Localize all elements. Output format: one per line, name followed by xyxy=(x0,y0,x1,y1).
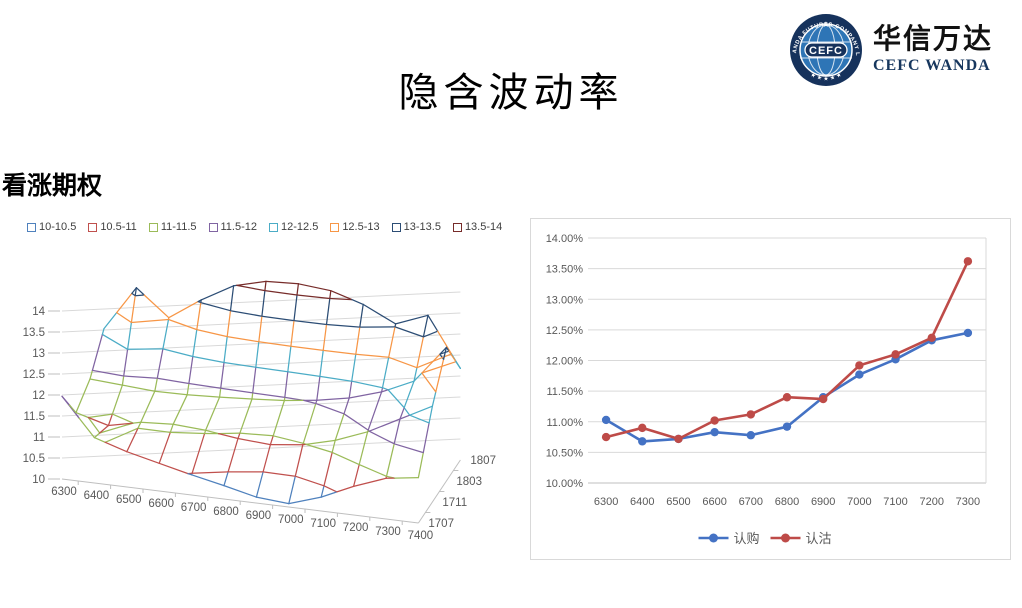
surface-axes: 10 10.5 11 11.5 12 12.5 13 13.5 14 6300 6400 6500 66… xyxy=(23,306,496,542)
svg-text:7000: 7000 xyxy=(278,514,304,526)
page-title: 隐含波动率 xyxy=(398,70,624,115)
surface-chart-legend: 10-10.5 10.5-11 11-11.5 11.5-12 12-12.5 12.5-… xyxy=(27,221,502,233)
svg-text:6500: 6500 xyxy=(116,494,142,506)
svg-text:★: ★ xyxy=(822,20,829,29)
line-series-认购 xyxy=(601,328,973,446)
svg-text:6800: 6800 xyxy=(775,496,799,508)
svg-text:7000: 7000 xyxy=(847,496,871,508)
svg-text:7300: 7300 xyxy=(375,526,401,538)
legend-label: 11.5-12 xyxy=(220,221,258,233)
svg-text:7200: 7200 xyxy=(919,496,943,508)
svg-text:★ ★ ★ ★ ★: ★ ★ ★ ★ ★ xyxy=(809,71,843,82)
svg-text:1707: 1707 xyxy=(428,518,454,530)
svg-text:13.00%: 13.00% xyxy=(546,294,584,306)
svg-text:11.50%: 11.50% xyxy=(547,386,584,398)
logo-company-name-cn: 华信万达 xyxy=(873,23,994,55)
line-chart-container: 10.00% 10.50% 11.00% 11.50% 12.00% 12.50% 13.0… xyxy=(530,218,1011,560)
svg-text:13.5: 13.5 xyxy=(23,327,45,339)
line-chart-gridlines xyxy=(588,237,987,484)
surface-legend-item: 12-12.5 xyxy=(269,221,318,233)
legend-swatch xyxy=(27,222,36,232)
svg-text:13.50%: 13.50% xyxy=(546,264,584,276)
surface-legend-item: 11-11.5 xyxy=(148,221,197,233)
svg-text:7200: 7200 xyxy=(343,522,369,534)
legend-label: 10-10.5 xyxy=(39,221,77,233)
surface-mesh xyxy=(61,280,462,505)
svg-text:6700: 6700 xyxy=(739,496,763,508)
svg-text:认沽: 认沽 xyxy=(806,531,832,546)
svg-text:11.5: 11.5 xyxy=(23,411,45,423)
svg-text:14: 14 xyxy=(32,306,45,318)
logo: CEFC WANDA FUTURES COMPANY LIMITED★ ★ ★ … xyxy=(788,12,993,88)
svg-text:14.00%: 14.00% xyxy=(546,233,584,245)
legend-label: 11-11.5 xyxy=(160,221,197,233)
svg-text:6300: 6300 xyxy=(51,486,77,498)
svg-text:7100: 7100 xyxy=(310,518,336,530)
svg-text:6900: 6900 xyxy=(811,496,835,508)
legend-swatch xyxy=(208,222,218,232)
surface-chart: 10 10.5 11 11.5 12 12.5 13 13.5 14 6300 6400 6500 66… xyxy=(23,280,496,542)
svg-text:6900: 6900 xyxy=(246,510,272,522)
svg-text:13: 13 xyxy=(32,348,45,360)
legend-swatch xyxy=(269,222,278,232)
line-chart-axes: 10.00% 10.50% 11.00% 11.50% 12.00% 12.50% 13.0… xyxy=(546,233,980,508)
svg-text:1807: 1807 xyxy=(470,455,496,467)
legend-swatch xyxy=(452,222,462,232)
svg-text:6700: 6700 xyxy=(181,502,207,514)
svg-text:6300: 6300 xyxy=(594,496,618,508)
svg-text:6500: 6500 xyxy=(666,496,690,508)
legend-label: 12-12.5 xyxy=(281,221,319,233)
legend-swatch xyxy=(148,222,158,232)
surface-legend-item: 13-13.5 xyxy=(391,221,441,233)
svg-text:7400: 7400 xyxy=(408,530,434,542)
svg-text:6800: 6800 xyxy=(213,506,239,518)
svg-text:6600: 6600 xyxy=(148,498,174,510)
svg-text:11: 11 xyxy=(33,432,45,444)
logo-company-name-en: CEFC WANDA xyxy=(873,57,991,75)
svg-text:CEFC: CEFC xyxy=(809,45,843,57)
svg-text:12.5: 12.5 xyxy=(23,369,45,381)
surface-legend-item: 10-10.5 xyxy=(27,221,76,233)
svg-text:12: 12 xyxy=(32,390,45,402)
legend-swatch xyxy=(330,222,340,232)
surface-legend-item: 12.5-13 xyxy=(330,221,380,233)
svg-text:6400: 6400 xyxy=(630,496,654,508)
legend-label: 13.5-14 xyxy=(464,221,503,233)
svg-text:6600: 6600 xyxy=(702,496,726,508)
logo-text: 华信万达 CEFC WANDA xyxy=(873,23,994,75)
legend-label: 13-13.5 xyxy=(403,221,441,233)
surface-legend-item: 11.5-12 xyxy=(208,221,258,233)
surface-legend-item: 10.5-11 xyxy=(88,221,137,233)
line-chart-legend: 认购 认沽 xyxy=(698,531,832,546)
section-label: 看涨期权 xyxy=(2,173,103,200)
legend-label: 12.5-13 xyxy=(342,221,380,233)
svg-text:6400: 6400 xyxy=(84,490,110,502)
svg-text:7100: 7100 xyxy=(883,496,907,508)
svg-text:10.5: 10.5 xyxy=(23,453,45,465)
svg-text:11.00%: 11.00% xyxy=(547,417,584,429)
logo-emblem: CEFC WANDA FUTURES COMPANY LIMITED★ ★ ★ … xyxy=(788,12,862,86)
legend-label: 10.5-11 xyxy=(100,221,137,233)
line-chart: 10.00% 10.50% 11.00% 11.50% 12.00% 12.50% 13.0… xyxy=(546,233,987,546)
svg-text:12.50%: 12.50% xyxy=(546,325,584,337)
svg-text:10.50%: 10.50% xyxy=(546,447,584,459)
svg-text:10: 10 xyxy=(32,474,45,486)
surface-legend-item: 13.5-14 xyxy=(452,221,503,233)
svg-text:12.00%: 12.00% xyxy=(546,356,584,368)
svg-text:10.00%: 10.00% xyxy=(546,478,584,490)
svg-text:7300: 7300 xyxy=(956,496,980,508)
svg-text:1711: 1711 xyxy=(442,497,467,509)
line-series-认沽 xyxy=(601,257,973,444)
legend-swatch xyxy=(391,222,401,232)
legend-swatch xyxy=(88,222,98,232)
svg-text:认购: 认购 xyxy=(734,531,760,546)
svg-text:1803: 1803 xyxy=(456,476,482,488)
